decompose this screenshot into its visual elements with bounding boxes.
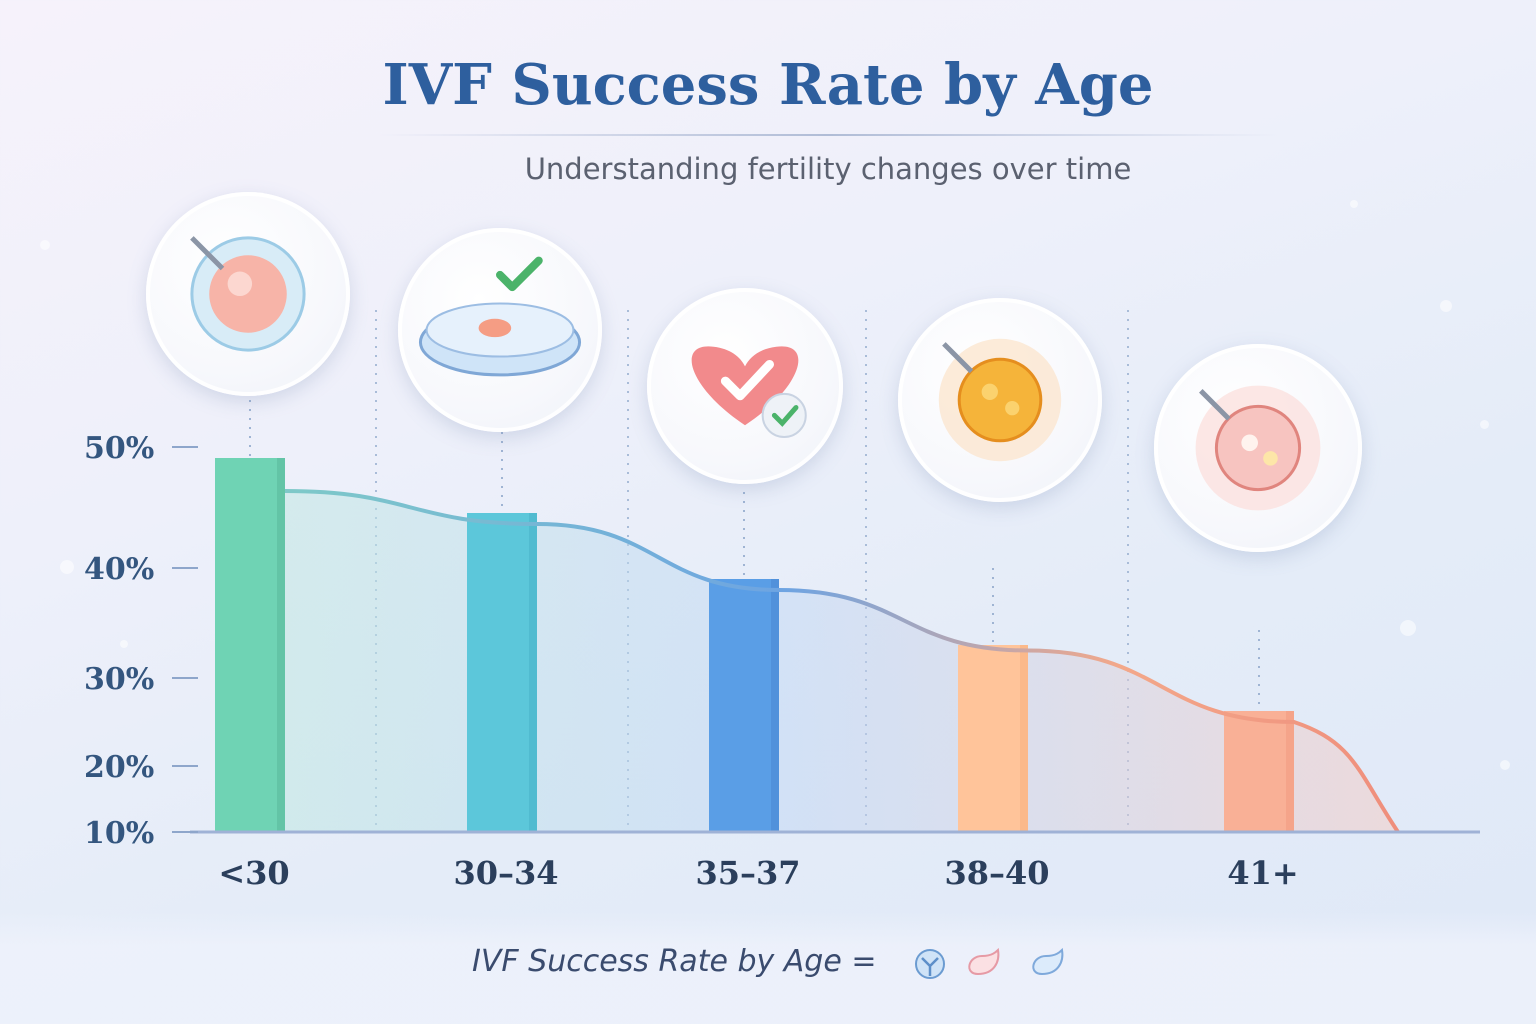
chart-subtitle: Understanding fertility changes over tim… [524,152,1132,186]
bar [467,513,537,832]
y-tick-label: 20% [84,750,154,785]
x-category-label: <30 [218,854,289,892]
golden-egg-cell-with-pipette-icon [898,298,1102,502]
egg-cell-with-pipette-icon [146,192,350,396]
trend-area [285,491,1398,832]
pink-egg-cell-with-pipette-icon [1154,344,1362,552]
bar [215,458,285,832]
x-category-label: 38–40 [944,854,1049,892]
legend-icons [915,947,1064,979]
title-divider [378,134,1278,136]
x-category-label: 30–34 [453,854,558,892]
x-category-label: 41+ [1227,854,1298,892]
y-tick-label: 40% [84,552,154,587]
cell-icon [915,949,945,979]
petri-dish-with-checkmark-icon [398,228,602,432]
bar [958,645,1028,832]
x-category-label: 35–37 [695,854,800,892]
y-tick-label: 10% [84,816,154,851]
bar [709,579,779,832]
chart-title: IVF Success Rate by Age [382,52,1154,118]
trend-line [284,489,1400,834]
y-tick-label: 50% [84,431,154,466]
legend-band [0,912,1536,1024]
drop-icon-pink [968,947,1000,976]
heart-with-checkmark-icon [647,288,843,484]
bar [1224,711,1294,832]
legend-text: IVF Success Rate by Age = [472,944,877,979]
bar-chart: 50% 40% 30% 20% 10% <30 30–34 35–37 38–40 41+ [84,310,1480,892]
y-tick-label: 30% [84,662,154,697]
drop-icon-blue [1032,947,1064,976]
